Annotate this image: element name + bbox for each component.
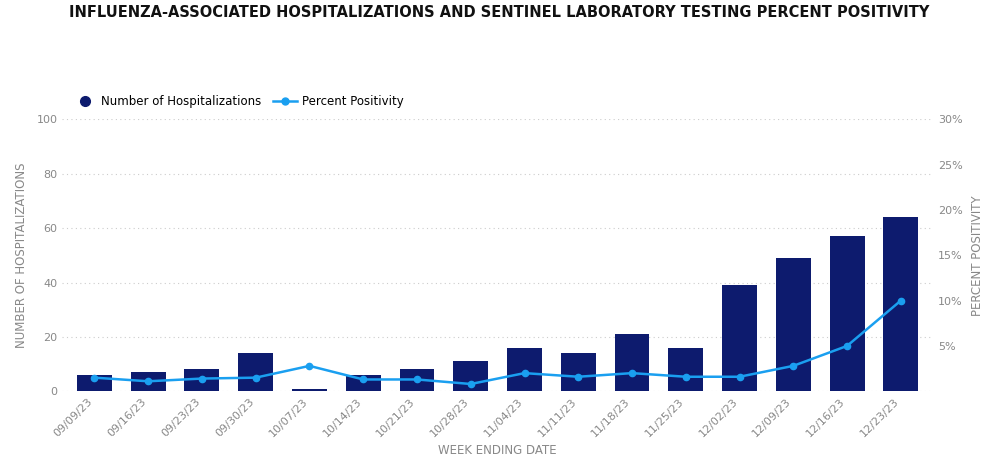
Bar — [346, 375, 381, 391]
Bar — [560, 353, 595, 391]
Bar — [77, 375, 112, 391]
Bar — [292, 388, 327, 391]
Y-axis label: PERCENT POSITIVITY: PERCENT POSITIVITY — [971, 195, 984, 316]
Bar — [829, 236, 864, 391]
Text: INFLUENZA-ASSOCIATED HOSPITALIZATIONS AND SENTINEL LABORATORY TESTING PERCENT PO: INFLUENZA-ASSOCIATED HOSPITALIZATIONS AN… — [69, 5, 930, 20]
Bar — [185, 370, 220, 391]
Bar — [614, 334, 649, 391]
Bar — [400, 370, 435, 391]
Bar — [131, 372, 166, 391]
Legend: Number of Hospitalizations, Percent Positivity: Number of Hospitalizations, Percent Posi… — [68, 90, 408, 112]
Bar — [722, 285, 757, 391]
X-axis label: WEEK ENDING DATE: WEEK ENDING DATE — [439, 444, 556, 457]
Bar — [507, 348, 542, 391]
Y-axis label: NUMBER OF HOSPITALIZATIONS: NUMBER OF HOSPITALIZATIONS — [15, 162, 28, 348]
Bar — [238, 353, 273, 391]
Bar — [454, 362, 489, 391]
Bar — [668, 348, 703, 391]
Bar — [776, 258, 811, 391]
Bar — [883, 217, 918, 391]
